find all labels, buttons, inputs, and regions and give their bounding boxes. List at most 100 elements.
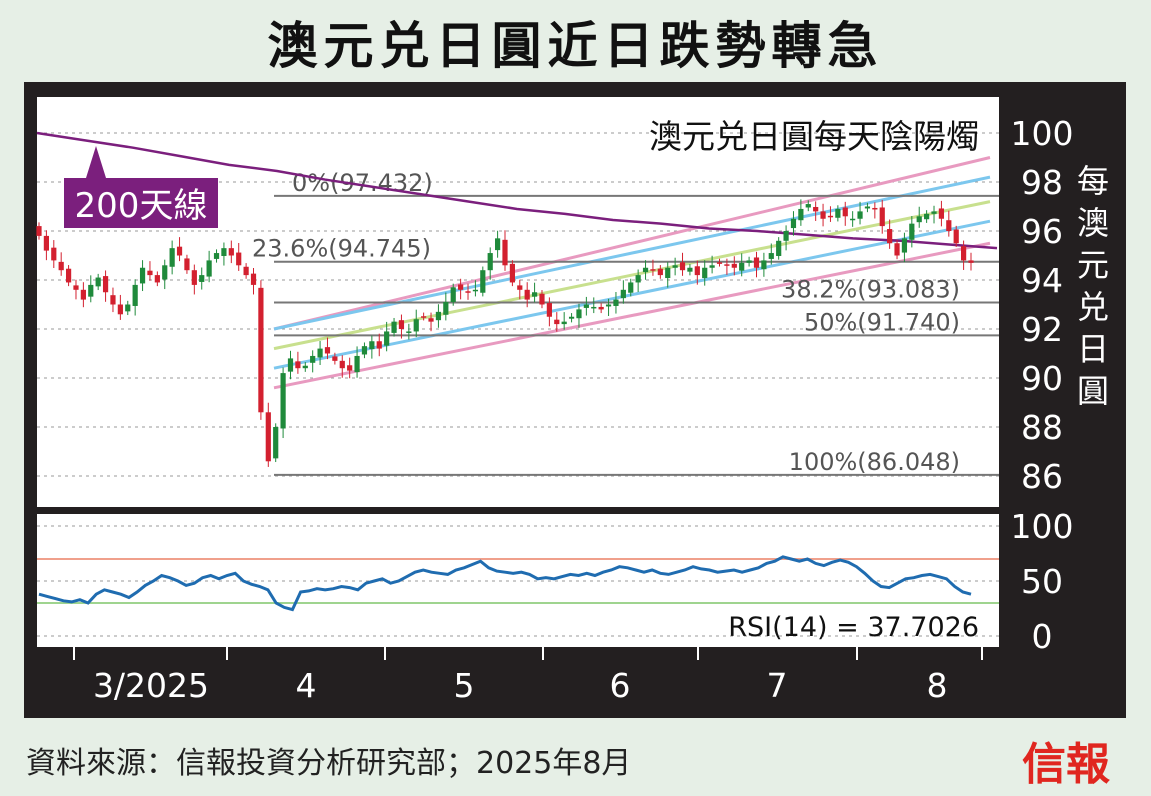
candle: [872, 202, 878, 219]
candle-body: [398, 320, 405, 329]
chart-title: 澳元兑日圓每天陰陽燭: [649, 117, 979, 156]
page-title: 澳元兑日圓近日跌勢轉急: [267, 17, 884, 75]
chart-svg: 0%(97.432)23.6%(94.745)38.2%(93.083)50%(…: [36, 97, 1109, 705]
candle-body: [110, 295, 116, 305]
candle-body: [916, 216, 922, 223]
candle: [524, 282, 530, 308]
candle-body: [384, 331, 390, 346]
candle: [657, 265, 663, 279]
channel-line: [273, 241, 991, 390]
candle: [376, 333, 382, 357]
y-axis-label: 每澳元兑日圓: [1077, 162, 1109, 410]
rsi-label: RSI(14) = 37.7026: [728, 612, 979, 643]
y-tick-label: 100: [1011, 114, 1074, 153]
candle-body: [421, 316, 427, 318]
candle: [347, 357, 353, 379]
candle: [398, 314, 405, 339]
candle-body: [605, 304, 612, 307]
candle: [391, 317, 397, 337]
candle: [739, 253, 745, 277]
candle-body: [250, 273, 257, 285]
candle: [687, 264, 693, 276]
candle-body: [132, 284, 138, 306]
candle: [443, 292, 449, 321]
candle-body: [80, 289, 86, 300]
candle: [820, 203, 826, 227]
y-tick-label: 96: [1021, 212, 1063, 251]
candle: [132, 279, 138, 316]
candle-body: [776, 240, 782, 256]
candle: [450, 283, 456, 306]
fib-level-label: 50%(91.740): [804, 308, 960, 336]
candle: [746, 256, 752, 267]
candle: [65, 265, 72, 287]
candle-body: [687, 267, 693, 272]
candle-body: [36, 226, 42, 236]
candle: [213, 249, 220, 263]
candle: [835, 205, 841, 222]
candle: [125, 300, 131, 316]
x-tick-label: 6: [610, 666, 631, 705]
candle: [317, 341, 323, 366]
candle-body: [243, 266, 249, 276]
candle-body: [531, 292, 538, 297]
candle: [783, 225, 789, 251]
candle-body: [147, 270, 153, 276]
candle: [117, 294, 123, 320]
candle: [435, 304, 442, 328]
candle: [495, 230, 501, 258]
candle: [620, 280, 626, 304]
candle: [465, 283, 471, 300]
fib-level-label: 38.2%(93.083): [781, 275, 960, 303]
candle: [628, 278, 634, 297]
candle-body: [65, 268, 72, 283]
candle: [694, 260, 700, 285]
candle: [916, 206, 922, 228]
candle: [176, 237, 183, 262]
candle-body: [642, 267, 649, 273]
y-axis-label-char: 每: [1077, 162, 1109, 200]
candle-body: [546, 303, 552, 317]
candle-body: [946, 220, 952, 231]
fib-level-label: 23.6%(94.745): [252, 235, 431, 263]
candle-body: [872, 207, 878, 210]
channel-line: [273, 156, 991, 331]
candle-body: [332, 356, 338, 361]
candle-body: [450, 287, 456, 303]
candle-body: [554, 319, 560, 325]
candle-body: [317, 348, 323, 358]
candle-body: [206, 260, 212, 277]
candle: [635, 269, 641, 293]
candle: [310, 350, 316, 373]
candle-body: [43, 235, 49, 251]
candle: [413, 309, 419, 338]
candle-body: [339, 360, 345, 369]
candle-body: [495, 238, 501, 251]
candle: [864, 202, 871, 213]
candle-body: [302, 365, 308, 369]
candle: [909, 216, 915, 248]
candle-body: [561, 321, 567, 325]
candle-body: [620, 289, 626, 299]
candle: [517, 279, 523, 300]
candle-body: [287, 358, 294, 372]
candle: [191, 264, 197, 295]
candle: [472, 280, 479, 297]
candle-body: [58, 261, 64, 271]
candle-body: [665, 267, 671, 279]
candle: [598, 303, 604, 314]
candle: [487, 247, 493, 280]
candle: [95, 273, 101, 291]
candle-body: [154, 275, 160, 283]
candle: [406, 323, 412, 340]
y-axis-label-char: 日: [1077, 330, 1109, 368]
candle: [753, 251, 760, 278]
candle-body: [716, 262, 723, 264]
candle: [250, 267, 257, 295]
candle: [361, 342, 368, 359]
candle-body: [139, 267, 146, 284]
candle-body: [628, 282, 634, 293]
candle: [509, 260, 515, 287]
candle-body: [576, 309, 582, 319]
candle: [798, 199, 804, 226]
